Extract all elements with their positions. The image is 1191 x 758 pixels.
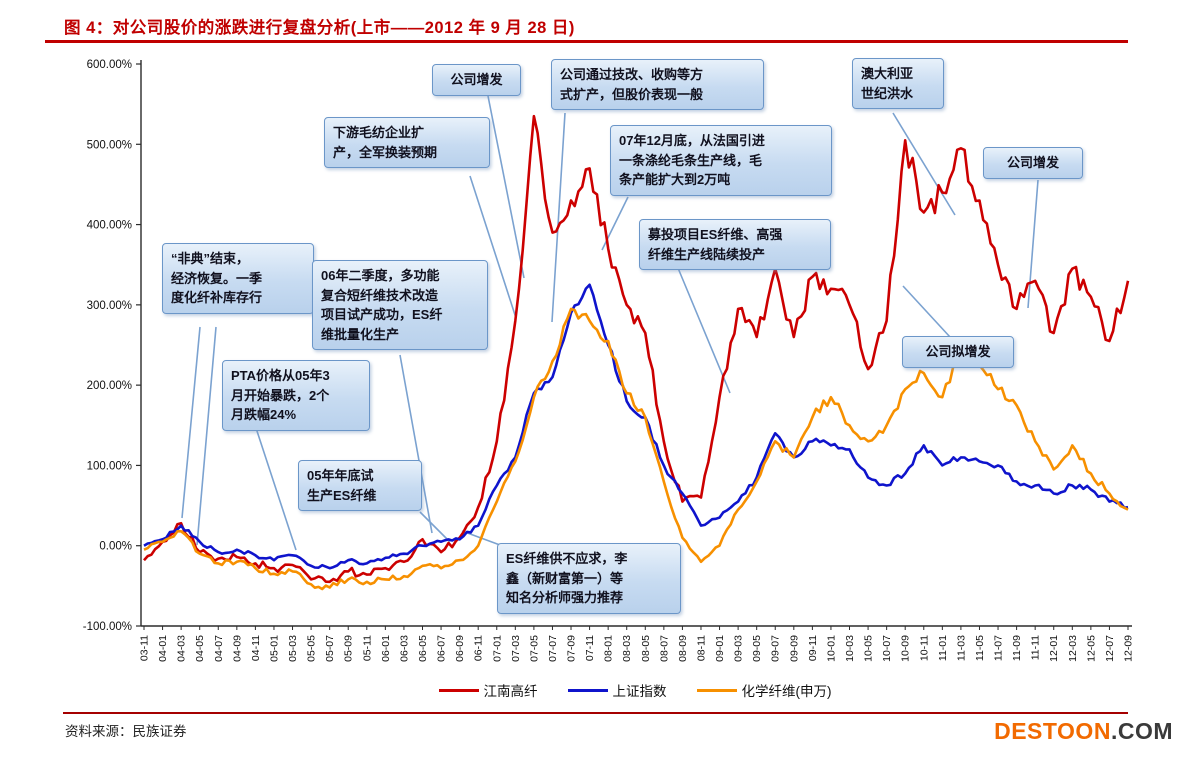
svg-text:400.00%: 400.00% <box>87 220 132 232</box>
svg-text:10-05: 10-05 <box>863 635 875 662</box>
svg-text:12-03: 12-03 <box>1067 635 1079 662</box>
chart-legend: 江南高纤 上证指数 化学纤维(申万) <box>140 680 1130 700</box>
svg-text:08-09: 08-09 <box>677 635 689 662</box>
legend-label-series2: 上证指数 <box>612 684 667 699</box>
watermark-logo: DESTOON.COM <box>994 718 1173 745</box>
svg-text:200.00%: 200.00% <box>87 380 132 392</box>
svg-text:0.00%: 0.00% <box>99 541 132 553</box>
svg-text:05-01: 05-01 <box>268 635 280 662</box>
svg-text:300.00%: 300.00% <box>87 300 132 312</box>
svg-text:100.00%: 100.00% <box>87 460 132 472</box>
svg-text:09-09: 09-09 <box>788 635 800 662</box>
legend-item-series2: 上证指数 <box>567 680 667 700</box>
watermark-suffix: .COM <box>1110 718 1173 744</box>
svg-text:07-01: 07-01 <box>491 635 503 662</box>
svg-text:06-11: 06-11 <box>473 635 485 661</box>
svg-text:04-03: 04-03 <box>176 635 188 662</box>
svg-text:12-01: 12-01 <box>1048 635 1060 662</box>
svg-text:07-11: 07-11 <box>584 635 596 661</box>
legend-item-series3: 化学纤维(申万) <box>696 680 832 700</box>
svg-text:05-11: 05-11 <box>361 635 373 661</box>
svg-text:12-05: 12-05 <box>1085 635 1097 662</box>
svg-text:04-09: 04-09 <box>231 635 243 662</box>
svg-text:-100.00%: -100.00% <box>83 621 132 633</box>
svg-text:12-07: 12-07 <box>1104 635 1116 662</box>
svg-text:10-11: 10-11 <box>918 635 930 661</box>
legend-label-series1: 江南高纤 <box>483 684 538 699</box>
svg-text:11-09: 11-09 <box>1011 635 1023 661</box>
svg-text:09-01: 09-01 <box>714 635 726 662</box>
svg-text:500.00%: 500.00% <box>87 139 132 151</box>
legend-swatch-blue <box>567 688 608 692</box>
svg-text:05-03: 05-03 <box>287 635 299 662</box>
svg-text:11-05: 11-05 <box>974 635 986 661</box>
svg-text:08-05: 08-05 <box>640 635 652 662</box>
svg-text:11-07: 11-07 <box>993 635 1005 661</box>
svg-text:05-07: 05-07 <box>324 635 336 662</box>
svg-text:08-03: 08-03 <box>621 635 633 662</box>
svg-text:10-03: 10-03 <box>844 635 856 662</box>
legend-label-series3: 化学纤维(申万) <box>741 684 832 699</box>
svg-text:08-01: 08-01 <box>603 635 615 662</box>
source-note: 资料来源：民族证券 <box>65 724 187 739</box>
svg-text:600.00%: 600.00% <box>87 59 132 71</box>
svg-text:04-11: 04-11 <box>250 635 262 661</box>
svg-text:10-07: 10-07 <box>881 635 893 662</box>
svg-text:09-03: 09-03 <box>733 635 745 662</box>
svg-text:09-07: 09-07 <box>770 635 782 662</box>
svg-text:08-07: 08-07 <box>658 635 670 662</box>
svg-text:06-07: 06-07 <box>436 635 448 662</box>
svg-text:07-07: 07-07 <box>547 635 559 662</box>
svg-text:05-09: 05-09 <box>343 635 355 662</box>
svg-text:07-05: 07-05 <box>528 635 540 662</box>
svg-text:04-05: 04-05 <box>194 635 206 662</box>
svg-text:11-01: 11-01 <box>937 635 949 661</box>
page-title: 图 4：对公司股价的涨跌进行复盘分析(上市——2012 年 9 月 28 日) <box>64 19 575 37</box>
svg-text:10-01: 10-01 <box>825 635 837 662</box>
footer-rule <box>63 712 1128 714</box>
legend-swatch-red <box>438 688 479 692</box>
svg-text:11-03: 11-03 <box>955 635 967 661</box>
svg-text:09-05: 09-05 <box>751 635 763 662</box>
svg-text:06-09: 06-09 <box>454 635 466 662</box>
svg-text:09-11: 09-11 <box>807 635 819 661</box>
svg-text:05-05: 05-05 <box>306 635 318 662</box>
svg-text:11-11: 11-11 <box>1030 635 1042 660</box>
svg-text:12-09: 12-09 <box>1123 635 1135 662</box>
svg-text:06-01: 06-01 <box>380 635 392 662</box>
title-rule <box>45 40 1128 43</box>
svg-text:08-11: 08-11 <box>695 635 707 661</box>
legend-swatch-orange <box>696 688 737 692</box>
legend-item-series1: 江南高纤 <box>438 680 538 700</box>
svg-text:04-01: 04-01 <box>157 635 169 662</box>
svg-text:07-09: 07-09 <box>566 635 578 662</box>
svg-text:10-09: 10-09 <box>900 635 912 662</box>
svg-text:06-03: 06-03 <box>398 635 410 662</box>
svg-text:03-11: 03-11 <box>139 635 151 661</box>
svg-text:06-05: 06-05 <box>417 635 429 662</box>
watermark-brand: DESTOON <box>994 718 1111 744</box>
svg-text:07-03: 07-03 <box>510 635 522 662</box>
svg-text:04-07: 04-07 <box>213 635 225 662</box>
